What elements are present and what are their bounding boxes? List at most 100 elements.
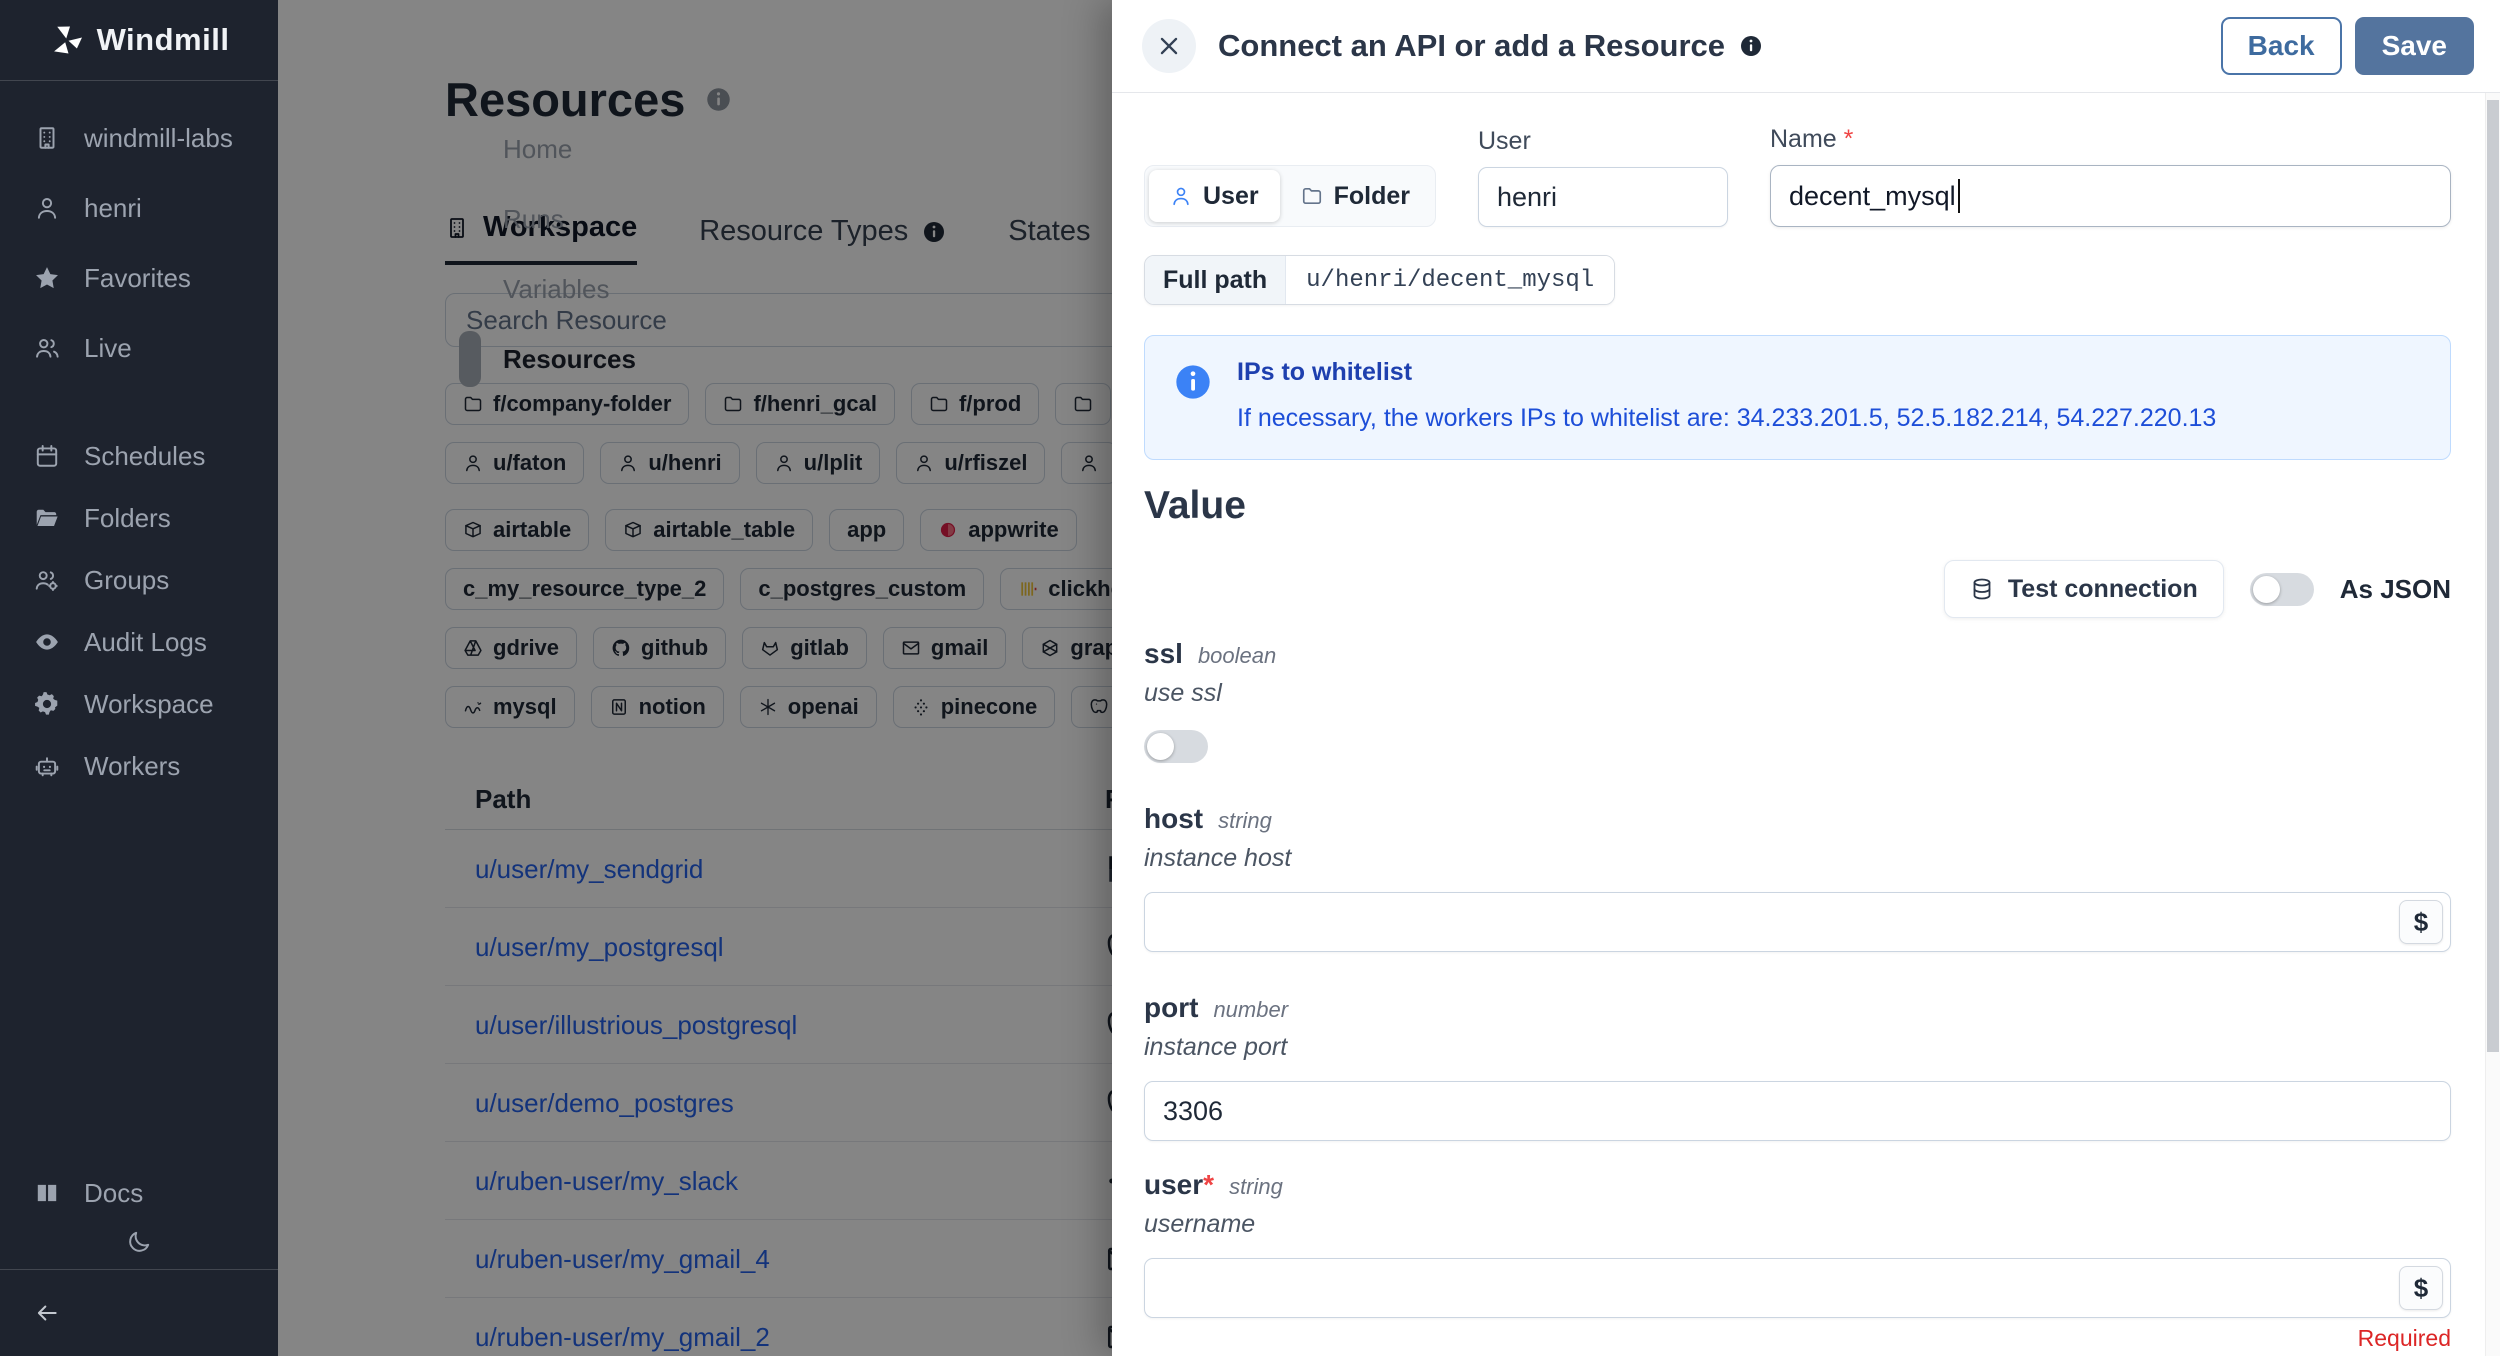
type-chip-pinecone[interactable]: pinecone bbox=[892, 686, 1056, 728]
ssl-toggle[interactable] bbox=[1144, 730, 1208, 763]
user-chip[interactable]: u/rfiszel bbox=[896, 442, 1046, 484]
user-chip[interactable]: u/faton bbox=[445, 442, 585, 484]
resource-link[interactable]: u/ruben-user/my_gmail_2 bbox=[475, 1322, 770, 1352]
sidebar-item-resources[interactable]: Resources bbox=[459, 331, 636, 387]
folder-chip[interactable]: f/henri_gcal bbox=[705, 383, 895, 425]
user-chip[interactable]: u/henri bbox=[600, 442, 740, 484]
folder-chip[interactable]: f/company-folder bbox=[445, 383, 690, 425]
info-icon[interactable] bbox=[705, 86, 732, 113]
database-icon bbox=[1970, 577, 1994, 601]
tab-workspace[interactable]: Workspace bbox=[445, 211, 638, 265]
chip-label: appwrite bbox=[968, 517, 1059, 542]
type-chip-gitlab[interactable]: gitlab bbox=[742, 627, 867, 669]
resource-link[interactable]: u/ruben-user/my_slack bbox=[475, 1166, 738, 1196]
host-input[interactable] bbox=[1144, 892, 2451, 952]
variable-picker-button[interactable]: $ bbox=[2399, 1266, 2443, 1310]
resource-link[interactable]: u/user/my_sendgrid bbox=[475, 854, 704, 884]
sidebar-item-workers[interactable]: Workers bbox=[0, 735, 278, 797]
folder-icon bbox=[463, 394, 483, 414]
type-chip-github[interactable]: github bbox=[593, 627, 727, 669]
sidebar-item-label: Audit Logs bbox=[84, 626, 207, 657]
pinecone-icon bbox=[911, 697, 931, 717]
resource-link[interactable]: u/user/my_postgresql bbox=[475, 932, 724, 962]
modal-backdrop[interactable] bbox=[278, 0, 1112, 1356]
type-chip-row: airtable airtable_table app appwrite bbox=[445, 509, 2500, 551]
sidebar-item-runs[interactable]: Runs bbox=[445, 184, 564, 254]
sidebar-item-label: Schedules bbox=[84, 440, 206, 471]
sidebar-item-label: Folders bbox=[84, 502, 171, 533]
type-chip-app[interactable]: app bbox=[829, 509, 905, 551]
user-icon bbox=[463, 453, 483, 473]
type-chip-airtable-table[interactable]: airtable_table bbox=[605, 509, 814, 551]
as-json-toggle[interactable] bbox=[2249, 572, 2314, 606]
type-chip-custom[interactable]: c_my_resource_type_2 bbox=[445, 568, 725, 610]
user-chip[interactable] bbox=[1061, 442, 1118, 484]
required-error: Required bbox=[2357, 1325, 2451, 1351]
port-input[interactable] bbox=[1144, 1081, 2451, 1141]
type-chip-notion[interactable]: notion bbox=[590, 686, 724, 728]
sidebar-item-groups[interactable]: Groups bbox=[0, 549, 278, 611]
moon-icon bbox=[126, 1229, 152, 1255]
owner-folder-option[interactable]: Folder bbox=[1280, 170, 1431, 222]
folder-icon bbox=[929, 394, 949, 414]
airtable-icon bbox=[463, 520, 483, 540]
chip-label: openai bbox=[787, 694, 859, 719]
resource-link[interactable]: u/ruben-user/my_gmail_4 bbox=[475, 1244, 770, 1274]
type-chip-gdrive[interactable]: gdrive bbox=[445, 627, 578, 669]
resource-link[interactable]: u/user/illustrious_postgresql bbox=[475, 1010, 798, 1040]
tab-resource-types[interactable]: Resource Types bbox=[699, 215, 946, 265]
sidebar-item-folders[interactable]: Folders bbox=[0, 487, 278, 549]
drawer-scrollbar[interactable] bbox=[2485, 93, 2500, 1356]
type-chip-openai[interactable]: openai bbox=[739, 686, 877, 728]
owner-user-option[interactable]: User bbox=[1149, 170, 1280, 222]
sidebar-item-label: Live bbox=[84, 332, 132, 363]
tab-label: States bbox=[1008, 215, 1091, 247]
type-chip-custom[interactable]: c_postgres_custom bbox=[740, 568, 985, 610]
sidebar-item-audit-logs[interactable]: Audit Logs bbox=[0, 611, 278, 673]
resource-name-input[interactable]: decent_mysql bbox=[1770, 165, 2451, 227]
chip-label: u/rfiszel bbox=[944, 450, 1028, 475]
user-input[interactable] bbox=[1144, 1258, 2451, 1318]
sidebar-item-label: Groups bbox=[84, 564, 170, 595]
save-button[interactable]: Save bbox=[2354, 17, 2474, 75]
info-icon bbox=[1739, 34, 1763, 58]
type-chip-airtable[interactable]: airtable bbox=[445, 509, 590, 551]
close-button[interactable] bbox=[1142, 19, 1196, 73]
sidebar-item-variables[interactable]: Variables bbox=[445, 254, 609, 324]
sidebar-item-favorites[interactable]: Favorites bbox=[0, 243, 278, 313]
field-type: string bbox=[1229, 1174, 1283, 1199]
type-chip-mysql[interactable]: mysql bbox=[445, 686, 575, 728]
folder-chip[interactable]: f/prod bbox=[910, 383, 1040, 425]
tab-label: Resource Types bbox=[699, 215, 909, 247]
test-connection-button[interactable]: Test connection bbox=[1943, 560, 2224, 618]
owner-user-input[interactable] bbox=[1478, 167, 1728, 227]
clickhouse-icon bbox=[1018, 579, 1038, 599]
sidebar-item-docs[interactable]: Docs bbox=[0, 1163, 278, 1223]
app-logo[interactable]: Windmill bbox=[0, 0, 278, 80]
collapse-sidebar-button[interactable] bbox=[0, 1270, 278, 1356]
sidebar-item-workspace-settings[interactable]: Workspace bbox=[0, 673, 278, 735]
folder-icon bbox=[1301, 185, 1323, 207]
type-chip-gmail[interactable]: gmail bbox=[882, 627, 1007, 669]
type-chip-appwrite[interactable]: appwrite bbox=[920, 509, 1077, 551]
gmail-icon bbox=[901, 638, 921, 658]
back-button[interactable]: Back bbox=[2220, 17, 2342, 75]
variable-picker-button[interactable]: $ bbox=[2399, 900, 2443, 944]
folder-chip[interactable] bbox=[1055, 383, 1112, 425]
sidebar-item-workspace-switcher[interactable]: windmill-labs bbox=[0, 103, 278, 173]
scrollbar-thumb[interactable] bbox=[2487, 100, 2499, 1052]
users-icon bbox=[34, 335, 60, 361]
dark-mode-toggle[interactable] bbox=[0, 1223, 278, 1269]
sidebar-item-schedules[interactable]: Schedules bbox=[0, 425, 278, 487]
field-description: instance host bbox=[1144, 844, 1292, 872]
eye-icon bbox=[34, 629, 60, 655]
infobox-title: IPs to whitelist bbox=[1237, 358, 1413, 386]
calendar-icon bbox=[34, 443, 60, 469]
tab-states[interactable]: States bbox=[1008, 215, 1090, 265]
sidebar-item-live[interactable]: Live bbox=[0, 313, 278, 383]
resource-link[interactable]: u/user/demo_postgres bbox=[475, 1088, 734, 1118]
user-chip[interactable]: u/lplit bbox=[755, 442, 881, 484]
folder-open-icon bbox=[34, 505, 60, 531]
sidebar-item-user[interactable]: henri bbox=[0, 173, 278, 243]
sidebar-item-home[interactable]: Home bbox=[445, 114, 572, 184]
